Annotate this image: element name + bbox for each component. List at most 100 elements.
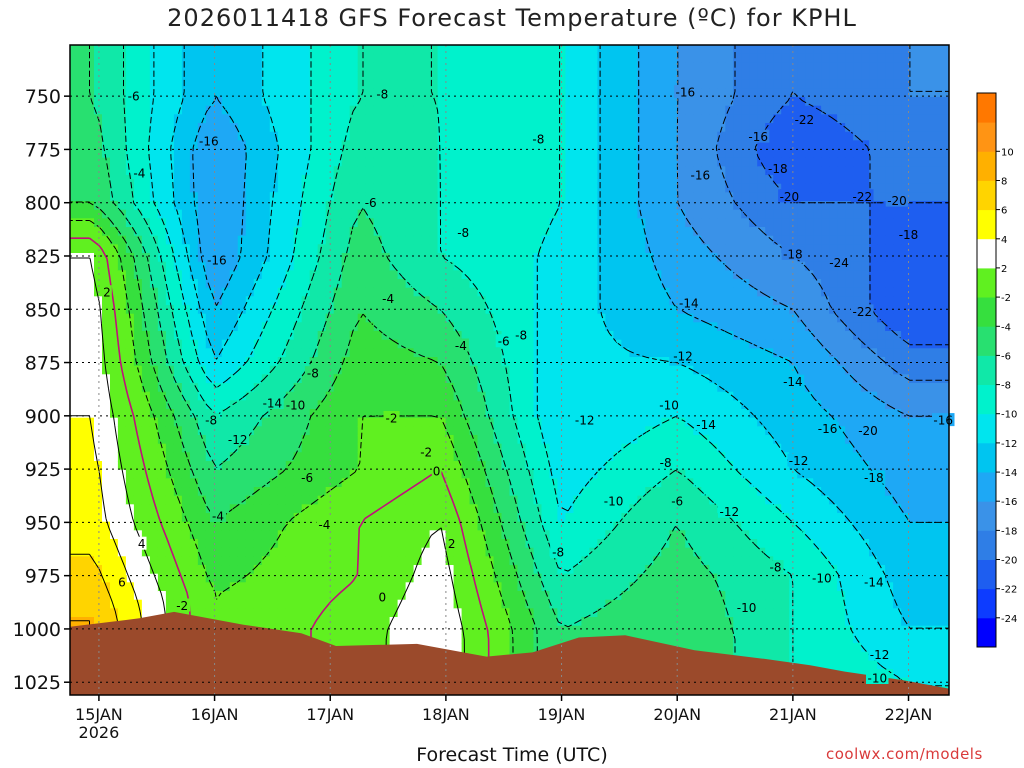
heat-cell <box>245 599 255 609</box>
heat-cell <box>509 365 519 375</box>
heat-cell <box>117 235 127 245</box>
heat-cell <box>565 539 574 549</box>
heat-cell <box>557 123 566 133</box>
heat-cell <box>525 105 535 115</box>
heat-cell <box>373 227 383 237</box>
heat-cell <box>541 357 551 367</box>
heat-cell <box>229 339 239 349</box>
heat-cell <box>102 270 111 280</box>
heat-cell <box>181 426 191 436</box>
heat-cell <box>78 71 87 81</box>
heat-cell <box>245 279 255 289</box>
heat-cell <box>381 53 391 63</box>
heat-cell <box>261 157 271 167</box>
heat-cell <box>469 149 479 159</box>
heat-cell <box>413 235 423 245</box>
heat-cell <box>78 582 87 592</box>
heat-cell <box>309 261 319 271</box>
heat-cell <box>173 495 183 505</box>
heat-cell <box>493 149 503 159</box>
heat-cell <box>277 45 287 55</box>
heat-cell <box>269 417 279 427</box>
heat-cell <box>429 287 439 297</box>
heat-cell <box>493 565 503 575</box>
heat-cell <box>149 201 159 211</box>
heat-cell <box>597 235 606 245</box>
heat-cell <box>165 270 175 280</box>
heat-cell <box>541 599 551 609</box>
heat-cell <box>110 461 119 471</box>
heat-cell <box>317 140 327 150</box>
heat-cell <box>549 131 559 141</box>
heat-cell <box>205 582 215 592</box>
heat-cell <box>269 469 279 479</box>
heat-cell <box>517 157 527 167</box>
heat-cell <box>293 339 303 349</box>
heat-cell <box>141 513 151 523</box>
heat-cell <box>94 279 103 289</box>
heat-cell <box>309 625 319 635</box>
heat-cell <box>125 201 135 211</box>
heat-cell <box>110 599 119 609</box>
heat-cell <box>285 591 295 601</box>
heat-cell <box>333 261 343 271</box>
heat-cell <box>213 322 223 332</box>
heat-cell <box>189 279 199 289</box>
heat-cell <box>181 313 191 323</box>
heat-cell <box>261 487 271 497</box>
heat-cell <box>357 478 367 488</box>
heat-cell <box>102 383 111 393</box>
heat-cell <box>94 149 103 159</box>
heat-cell <box>541 365 551 375</box>
heat-cell <box>541 469 551 479</box>
heat-cell <box>565 383 574 393</box>
heat-cell <box>373 149 383 159</box>
heat-cell <box>493 487 503 497</box>
heat-cell <box>277 617 287 627</box>
heat-cell <box>477 53 487 63</box>
heat-cell <box>565 261 574 271</box>
heat-cell <box>565 634 574 644</box>
heat-cell <box>269 608 279 618</box>
heat-cell <box>597 279 606 289</box>
heat-cell <box>86 374 95 384</box>
heat-cell <box>565 617 574 627</box>
heat-cell <box>461 435 471 445</box>
heat-cell <box>357 287 367 297</box>
heat-cell <box>333 218 343 228</box>
heat-cell <box>421 261 431 271</box>
heat-cell <box>133 469 143 479</box>
heat-cell <box>221 140 231 150</box>
heat-cell <box>549 279 559 289</box>
heat-cell <box>261 435 271 445</box>
heat-cell <box>589 175 598 185</box>
heat-cell <box>133 253 143 263</box>
heat-cell <box>317 452 327 462</box>
heat-cell <box>405 417 415 427</box>
heat-cell <box>157 461 167 471</box>
heat-cell <box>493 495 503 505</box>
heat-cell <box>389 201 399 211</box>
heat-cell <box>70 582 79 592</box>
heat-cell <box>509 599 519 609</box>
heat-cell <box>397 426 407 436</box>
heat-cell <box>125 79 135 89</box>
heat-cell <box>189 235 199 245</box>
heat-cell <box>293 478 303 488</box>
heat-cell <box>477 227 487 237</box>
heat-cell <box>461 218 471 228</box>
heat-cell <box>365 461 375 471</box>
heat-cell <box>453 235 463 245</box>
heat-cell <box>237 469 247 479</box>
heat-cell <box>333 192 343 202</box>
heat-cell <box>205 322 215 332</box>
heat-cell <box>165 461 175 471</box>
heat-cell <box>557 591 566 601</box>
heat-cell <box>94 487 103 497</box>
heat-cell <box>525 123 535 133</box>
heat-cell <box>157 253 167 263</box>
heat-cell <box>469 547 479 557</box>
heat-cell <box>173 469 183 479</box>
heat-cell <box>94 582 103 592</box>
heat-cell <box>349 322 359 332</box>
